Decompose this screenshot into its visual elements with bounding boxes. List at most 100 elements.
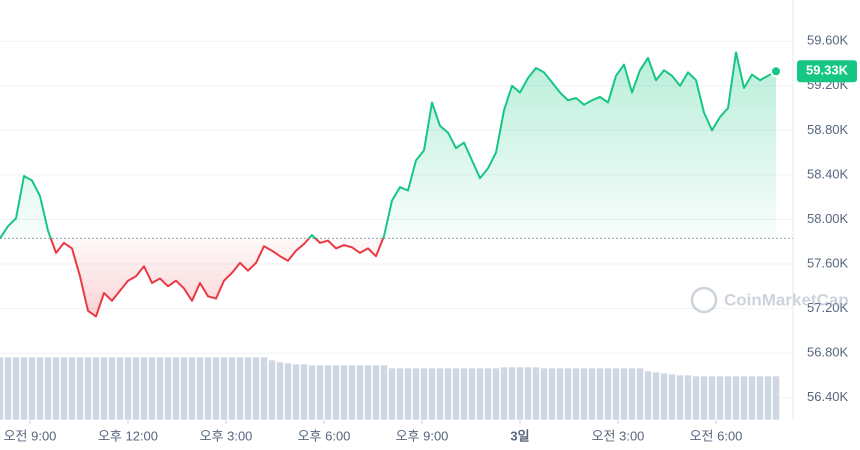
volume-bar <box>132 356 140 420</box>
volume-bar <box>452 367 460 420</box>
x-tick-label: 오전 3:00 <box>592 428 645 443</box>
volume-bar <box>556 367 564 420</box>
volume-bar <box>260 356 268 420</box>
volume-bar <box>772 375 780 420</box>
volume-bar <box>316 364 324 420</box>
x-tick-label: 오전 6:00 <box>690 428 743 443</box>
volume-bar <box>380 364 388 420</box>
y-tick-label: 58.00K <box>807 211 849 226</box>
volume-bar <box>228 356 236 420</box>
volume-bar <box>332 364 340 420</box>
y-tick-label: 57.60K <box>807 255 849 270</box>
volume-bar <box>172 356 180 420</box>
volume-bar <box>356 364 364 420</box>
volume-bar <box>100 356 108 420</box>
volume-bar <box>412 367 420 420</box>
volume-bar <box>740 375 748 420</box>
volume-bar <box>676 374 684 420</box>
volume-bar <box>52 356 60 420</box>
y-tick-label: 58.40K <box>807 166 849 181</box>
volume-bar <box>548 367 556 420</box>
volume-bar <box>108 356 116 420</box>
volume-bar <box>68 356 76 420</box>
price-tag-label: 59.33K <box>806 63 849 78</box>
volume-bar <box>372 364 380 420</box>
x-tick-label: 오후 3:00 <box>200 428 253 443</box>
volume-bar <box>308 364 316 420</box>
volume-bar <box>628 367 636 420</box>
last-point <box>770 65 782 78</box>
x-tick-label: 오후 12:00 <box>98 428 158 443</box>
x-tick-label: 오후 6:00 <box>298 428 351 443</box>
volume-bar <box>116 356 124 420</box>
volume-bar <box>300 363 308 420</box>
volume-bar <box>540 367 548 420</box>
y-tick-label: 57.20K <box>807 300 849 315</box>
volume-bar <box>756 375 764 420</box>
volume-bar <box>620 367 628 420</box>
volume-bar <box>180 356 188 420</box>
volume-bar <box>196 356 204 420</box>
volume-bar <box>4 356 12 420</box>
volume-bar <box>460 367 468 420</box>
price-area <box>0 52 776 317</box>
volume-bar <box>476 367 484 420</box>
volume-bar <box>148 356 156 420</box>
volume-bar <box>0 356 4 420</box>
volume-bar <box>492 367 500 420</box>
volume-bar <box>76 356 84 420</box>
volume-bar <box>644 370 652 420</box>
volume-bar <box>588 367 596 420</box>
volume-bar <box>436 367 444 420</box>
volume-bar <box>44 356 52 420</box>
volume-bar <box>564 367 572 420</box>
volume-bar <box>572 367 580 420</box>
volume-bar <box>340 364 348 420</box>
volume-bar <box>724 375 732 420</box>
y-tick-label: 56.40K <box>807 389 849 404</box>
volume-bar <box>660 372 668 420</box>
volume-bar <box>524 366 532 420</box>
x-tick-label: 오후 9:00 <box>396 428 449 443</box>
volume-bar <box>604 367 612 420</box>
volume-bar <box>188 356 196 420</box>
volume-bar <box>156 356 164 420</box>
volume-bar <box>708 375 716 420</box>
watermark-group: CoinMarketCap <box>690 286 849 314</box>
volume-bar <box>348 364 356 420</box>
volume-bar <box>364 364 372 420</box>
watermark: CoinMarketCap <box>724 290 849 309</box>
volume-bar <box>428 367 436 420</box>
volume-bar <box>684 374 692 420</box>
volume-bar <box>268 359 276 420</box>
volume-bar <box>140 356 148 420</box>
volume-bar <box>92 356 100 420</box>
volume-bar <box>508 366 516 420</box>
y-tick-label: 58.80K <box>807 122 849 137</box>
volume-bar <box>84 356 92 420</box>
volume-bar <box>764 375 772 420</box>
volume-bar <box>20 356 28 420</box>
volume-bar <box>164 356 172 420</box>
y-tick-label: 56.80K <box>807 345 849 360</box>
volume-bar <box>36 356 44 420</box>
x-tick-label: 3일 <box>510 428 529 443</box>
volume-bar <box>732 375 740 420</box>
volume-bar <box>532 366 540 420</box>
volume-bar <box>212 356 220 420</box>
volume-bar <box>596 367 604 420</box>
volume-bar <box>60 356 68 420</box>
watermark-logo <box>690 286 718 314</box>
volume-bar <box>276 361 284 420</box>
volume-bars <box>0 356 780 420</box>
x-tick-label: 오전 9:00 <box>4 428 57 443</box>
price-line <box>0 51 777 318</box>
volume-bar <box>420 367 428 420</box>
volume-bar <box>324 364 332 420</box>
price-tag <box>797 60 857 83</box>
volume-bar <box>748 375 756 420</box>
volume-bar <box>612 367 620 420</box>
volume-bar <box>484 367 492 420</box>
volume-bar <box>12 356 20 420</box>
